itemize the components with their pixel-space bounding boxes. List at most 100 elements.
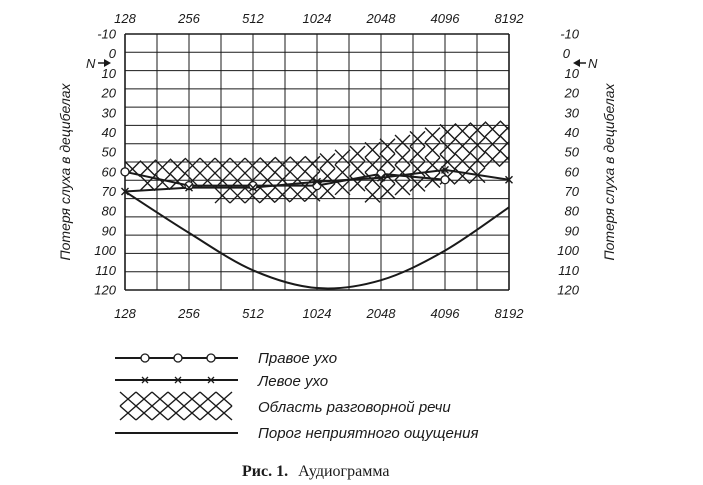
speech-area-hatch-cell bbox=[484, 121, 501, 138]
speech-area-hatch-cell bbox=[394, 164, 411, 181]
right-ear-point bbox=[376, 169, 386, 179]
legend-hatch-cell bbox=[215, 391, 233, 407]
speech-area-hatch-cell bbox=[409, 130, 426, 147]
figure-title: Аудиограмма bbox=[298, 463, 389, 480]
speech-area-hatch-cell bbox=[499, 150, 509, 167]
x-tick-label-top: 1024 bbox=[303, 11, 332, 26]
speech-area-hatch-cell bbox=[409, 145, 426, 162]
legend-hatch-cell bbox=[183, 391, 201, 407]
legend-item-left-ear: Левое ухо bbox=[115, 373, 328, 390]
speech-area-hatch-cell bbox=[304, 155, 321, 172]
legend-item-right-ear: Правое ухо bbox=[115, 350, 337, 367]
legend-hatch-cell bbox=[199, 405, 217, 421]
legend-label-discomfort: Порог неприятного ощущения bbox=[258, 425, 479, 442]
y-tick-label-right: 0 bbox=[563, 46, 571, 61]
right-ear-point bbox=[184, 180, 194, 191]
x-tick-label-bottom: 512 bbox=[242, 306, 264, 321]
svg-text:N: N bbox=[86, 56, 96, 71]
speech-area-hatch-cell bbox=[154, 174, 171, 191]
speech-area-hatch-cell bbox=[379, 138, 396, 155]
speech-area-hatch-cell bbox=[454, 123, 471, 140]
speech-area-hatch-cell bbox=[139, 160, 156, 177]
speech-area-hatch-cell bbox=[424, 127, 441, 144]
speech-area-hatch-cell bbox=[334, 149, 351, 166]
y-tick-label-right: 120 bbox=[557, 283, 579, 298]
left-ear-point bbox=[249, 183, 257, 192]
y-tick-label-right: 60 bbox=[565, 164, 580, 179]
speech-area-hatch-cell bbox=[424, 142, 441, 159]
y-tick-label-right: 40 bbox=[565, 125, 580, 140]
y-tick-label-left: 90 bbox=[102, 223, 117, 238]
x-tick-label-bottom: 8192 bbox=[495, 306, 525, 321]
legend-label-speech-area: Область разговорной речи bbox=[258, 399, 451, 416]
speech-area-hatch-cell bbox=[244, 157, 261, 174]
legend-label-left-ear: Левое ухо bbox=[257, 373, 328, 390]
y-tick-label-left: 70 bbox=[102, 184, 117, 199]
legend-hatch-cell bbox=[215, 405, 233, 421]
right-ear-point bbox=[120, 167, 130, 177]
left-ear-point bbox=[313, 177, 321, 186]
speech-area-hatch-cell bbox=[364, 141, 381, 158]
speech-area-hatch-cell bbox=[499, 135, 509, 152]
legend-hatch-cell bbox=[135, 391, 153, 407]
y-axis-label-right: Потеря слуха в децибелах bbox=[601, 82, 617, 260]
speech-area-hatch-cell bbox=[469, 137, 486, 154]
speech-area-hatch-cell bbox=[469, 152, 486, 169]
y-tick-label-right: 80 bbox=[565, 204, 580, 219]
speech-area-hatch-cell bbox=[154, 159, 171, 176]
x-tick-label-bottom: 2048 bbox=[366, 306, 397, 321]
speech-area-hatch-cell bbox=[394, 134, 411, 151]
speech-area-hatch-cell bbox=[364, 186, 381, 203]
speech-area-hatch-cell bbox=[499, 120, 509, 137]
y-tick-label-right: 70 bbox=[565, 184, 580, 199]
figure-number: Рис. 1. bbox=[242, 463, 288, 480]
y-tick-label-left: 50 bbox=[102, 145, 117, 160]
x-tick-label-top: 4096 bbox=[431, 11, 461, 26]
x-tick-label-bottom: 4096 bbox=[431, 306, 461, 321]
y-tick-label-left: 100 bbox=[94, 243, 116, 258]
y-tick-label-left: 80 bbox=[102, 204, 117, 219]
legend-item-discomfort: Порог неприятного ощущения bbox=[115, 425, 479, 442]
x-tick-label-top: 8192 bbox=[495, 11, 525, 26]
speech-area-hatch-cell bbox=[454, 153, 471, 170]
x-tick-label-bottom: 1024 bbox=[303, 306, 332, 321]
legend-hatch-cell bbox=[119, 391, 137, 407]
y-tick-label-right: 90 bbox=[565, 223, 580, 238]
speech-area-hatch-cell bbox=[379, 153, 396, 170]
speech-area-hatch-cell bbox=[349, 160, 366, 177]
y-tick-label-right: -10 bbox=[560, 27, 580, 42]
speech-area-hatch-cell bbox=[484, 151, 501, 168]
legend-item-speech-area: Область разговорной речи bbox=[119, 391, 451, 421]
arrow-right-icon bbox=[104, 59, 111, 67]
svg-text:N: N bbox=[588, 56, 598, 71]
y-tick-label-left: 30 bbox=[102, 105, 117, 120]
n-marker-right: N bbox=[573, 56, 598, 71]
speech-area-hatch-cell bbox=[319, 183, 336, 200]
speech-area-hatch-cell bbox=[244, 187, 261, 204]
x-tick-label-bottom: 256 bbox=[177, 306, 200, 321]
x-tick-label-top: 256 bbox=[177, 11, 200, 26]
y-tick-label-right: 30 bbox=[565, 105, 580, 120]
y-tick-label-left: 10 bbox=[102, 66, 117, 81]
y-tick-label-left: 120 bbox=[94, 283, 116, 298]
legend-label-right-ear: Правое ухо bbox=[258, 350, 337, 367]
speech-area-hatch-cell bbox=[409, 175, 426, 192]
y-tick-label-left: 110 bbox=[95, 263, 116, 278]
speech-area-hatch-cell bbox=[439, 123, 456, 140]
y-tick-label-left: 20 bbox=[101, 86, 117, 101]
speech-area-hatch-cell bbox=[469, 122, 486, 139]
left-ear-point bbox=[441, 165, 449, 174]
left-ear-point bbox=[185, 183, 193, 192]
legend-hatch-cell bbox=[199, 391, 217, 407]
legend-hatch-cell bbox=[119, 405, 137, 421]
left-ear-point bbox=[121, 187, 129, 196]
speech-area-hatch-cell bbox=[394, 179, 411, 196]
y-tick-label-right: 10 bbox=[565, 66, 580, 81]
axis-ticks: 128 128 256 256 512 512 1024 1024 2048 2048 4096 40… bbox=[94, 11, 579, 321]
y-tick-label-left: 0 bbox=[109, 46, 117, 61]
speech-area-hatch-cell bbox=[424, 172, 441, 189]
legend-hatch-cell bbox=[167, 391, 185, 407]
legend-hatch-cell bbox=[167, 405, 185, 421]
y-tick-label-right: 110 bbox=[558, 263, 579, 278]
